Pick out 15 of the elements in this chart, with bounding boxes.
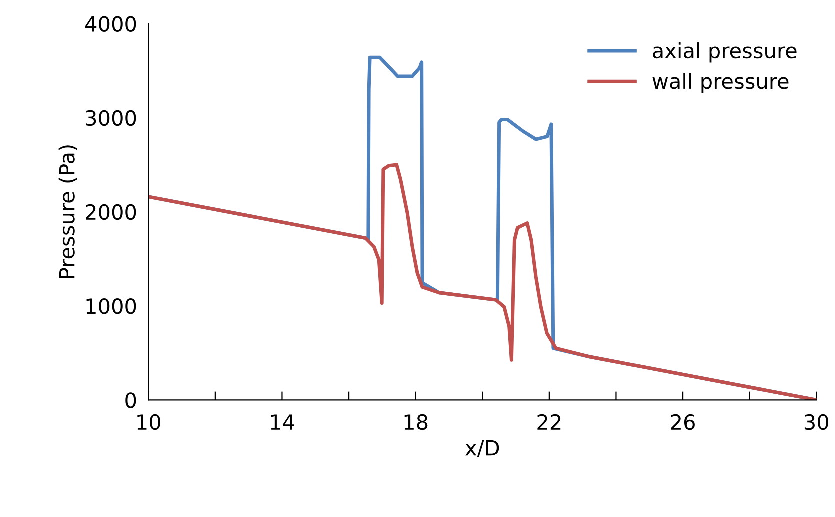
y-tick-label: 3000 xyxy=(86,110,136,126)
y-tick-label: 2000 xyxy=(86,204,136,220)
legend-label: wall pressure xyxy=(652,73,789,94)
legend-label: axial pressure xyxy=(653,42,797,63)
x-axis-title: x/D xyxy=(466,440,500,458)
y-tick-label: 0 xyxy=(126,392,136,408)
x-tick-label: 14 xyxy=(271,414,294,430)
x-tick-label: 10 xyxy=(138,414,160,430)
y-tick-label: 1000 xyxy=(86,298,136,314)
x-tick-label: 22 xyxy=(538,414,561,430)
x-tick-label: 26 xyxy=(671,414,695,430)
x-tick-label: 18 xyxy=(404,414,428,430)
y-axis-title: Pressure (Pa) xyxy=(58,146,78,278)
y-tick-label: 4000 xyxy=(86,16,136,32)
x-tick-label: 30 xyxy=(804,414,828,430)
